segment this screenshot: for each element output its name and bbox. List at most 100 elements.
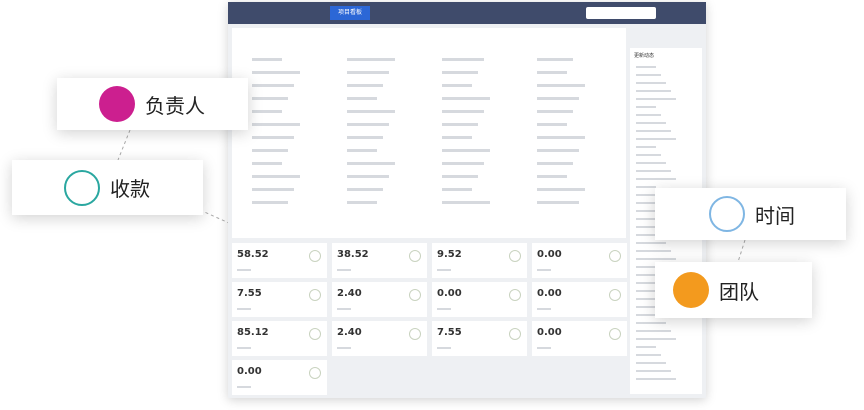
text-placeholder	[636, 170, 671, 172]
callout: 收款	[12, 160, 203, 215]
text-placeholder	[442, 97, 490, 100]
icon	[99, 86, 135, 122]
icon	[709, 196, 745, 232]
detail-panel	[232, 28, 626, 238]
stat-card: 9.52	[432, 243, 527, 278]
text-placeholder	[636, 194, 661, 196]
text-placeholder	[237, 386, 251, 388]
text-placeholder	[252, 123, 300, 126]
stat-card: 7.55	[232, 282, 327, 317]
text-placeholder	[337, 269, 351, 271]
text-placeholder	[636, 226, 656, 228]
text-placeholder	[442, 149, 490, 152]
text-placeholder	[347, 58, 395, 61]
text-placeholder	[347, 201, 377, 204]
stat-icon	[609, 328, 621, 340]
stat-value: 7.55	[237, 288, 262, 299]
stat-card: 58.52	[232, 243, 327, 278]
text-placeholder	[442, 136, 472, 139]
stat-card: 0.00	[532, 282, 627, 317]
stat-icon	[509, 289, 521, 301]
text-placeholder	[636, 162, 666, 164]
text-placeholder	[636, 146, 656, 148]
stat-value: 0.00	[537, 288, 562, 299]
stat-value: 38.52	[337, 249, 369, 260]
text-placeholder	[636, 274, 661, 276]
stat-value: 0.00	[237, 366, 262, 377]
stat-icon	[309, 289, 321, 301]
text-placeholder	[347, 175, 389, 178]
side-title: 更新动态	[634, 53, 655, 59]
stat-card: 0.00	[232, 360, 327, 395]
stat-icon	[309, 367, 321, 379]
text-placeholder	[636, 266, 656, 268]
text-placeholder	[252, 175, 300, 178]
stat-value: 58.52	[237, 249, 269, 260]
text-placeholder	[636, 98, 676, 100]
text-placeholder	[237, 269, 251, 271]
text-placeholder	[442, 71, 478, 74]
text-placeholder	[537, 97, 579, 100]
text-placeholder	[347, 136, 383, 139]
text-placeholder	[636, 234, 661, 236]
text-placeholder	[537, 123, 567, 126]
text-placeholder	[442, 175, 478, 178]
text-placeholder	[252, 188, 294, 191]
text-placeholder	[252, 136, 294, 139]
text-placeholder	[537, 71, 567, 74]
text-placeholder	[437, 269, 451, 271]
text-placeholder	[636, 114, 661, 116]
text-placeholder	[347, 97, 377, 100]
text-placeholder	[636, 306, 656, 308]
text-placeholder	[252, 97, 288, 100]
app-window: 项目看板 更新动态 58.52 38.52 9.52 0.00 7.55 2.40 0.00…	[228, 2, 706, 398]
text-placeholder	[537, 201, 579, 204]
text-placeholder	[636, 202, 666, 204]
icon	[64, 169, 100, 206]
text-placeholder	[636, 154, 661, 156]
stat-value: 85.12	[237, 327, 269, 338]
nav-tab[interactable]: 项目看板	[330, 6, 371, 20]
text-placeholder	[636, 330, 671, 332]
stat-card: 2.40	[332, 321, 427, 356]
text-placeholder	[636, 314, 661, 316]
stat-card: 85.12	[232, 321, 327, 356]
text-placeholder	[252, 58, 282, 61]
text-placeholder	[237, 347, 251, 349]
stat-value: 0.00	[537, 327, 562, 338]
text-placeholder	[537, 136, 585, 139]
stat-icon	[309, 250, 321, 262]
stat-icon	[309, 328, 321, 340]
text-placeholder	[636, 74, 661, 76]
stat-value: 0.00	[437, 288, 462, 299]
text-placeholder	[636, 250, 671, 252]
stat-icon	[609, 250, 621, 262]
stat-icon	[509, 250, 521, 262]
text-placeholder	[636, 210, 671, 212]
search-box[interactable]	[586, 7, 656, 19]
callout: 团队	[655, 262, 812, 318]
text-placeholder	[537, 110, 573, 113]
text-placeholder	[636, 242, 666, 244]
text-placeholder	[347, 162, 395, 165]
stat-card: 7.55	[432, 321, 527, 356]
text-placeholder	[252, 149, 288, 152]
text-placeholder	[636, 186, 656, 188]
stat-value: 2.40	[337, 327, 362, 338]
text-placeholder	[252, 84, 294, 87]
text-placeholder	[537, 58, 573, 61]
text-placeholder	[636, 282, 666, 284]
stat-card: 0.00	[432, 282, 527, 317]
text-placeholder	[442, 201, 490, 204]
text-placeholder	[337, 347, 351, 349]
text-placeholder	[636, 370, 671, 372]
text-placeholder	[636, 122, 666, 124]
stat-value: 0.00	[537, 249, 562, 260]
stat-card: 38.52	[332, 243, 427, 278]
text-placeholder	[442, 162, 484, 165]
text-placeholder	[337, 308, 351, 310]
text-placeholder	[636, 66, 656, 68]
text-placeholder	[636, 130, 671, 132]
text-placeholder	[636, 178, 676, 180]
